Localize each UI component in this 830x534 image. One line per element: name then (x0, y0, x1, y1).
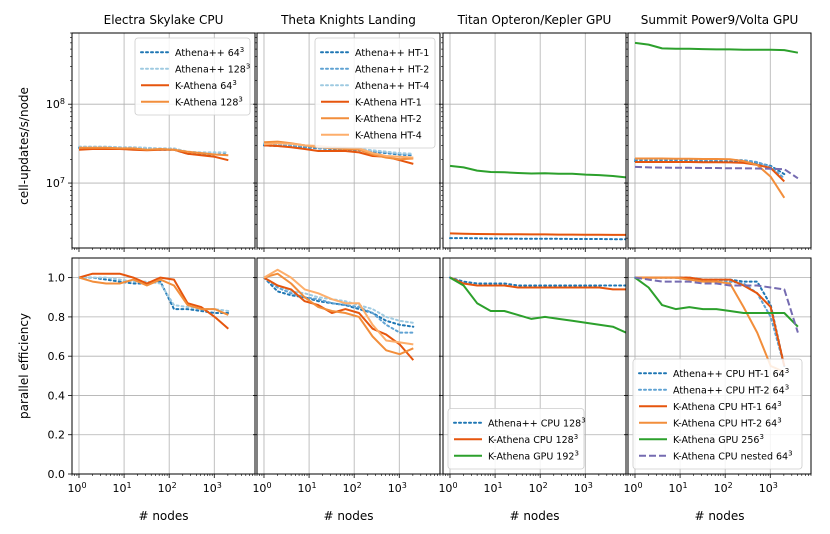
axes-summit-power9-volta-gpu-top (624, 32, 812, 252)
legend-label: K-Athena HT-1 (355, 97, 422, 108)
axes-frame (442, 257, 627, 475)
series-line-k-athena-cpu-1283 (449, 232, 626, 236)
legend-label: K-Athena CPU 1283 (488, 433, 578, 446)
axes-frame (71, 257, 256, 475)
legend-label: Athena++ CPU HT-1 643 (673, 367, 789, 380)
axes-theta-knights-landing-top: Athena++ HT-1 Athena++ HT-2 Athena++ HT-4 K… (253, 32, 441, 252)
legend: Athena++ CPU 1283 K-Athena CPU 1283 K-Athe… (447, 408, 586, 470)
series-group (634, 276, 799, 373)
legend-label: K-Athena HT-2 (355, 114, 422, 125)
series-line-athenapp-ht-4 (263, 276, 415, 324)
axes-frame (71, 32, 256, 249)
series-group (78, 145, 230, 162)
series-line-k-athena-cpu-ht-1-643 (635, 161, 786, 183)
ylabel-top: cell-updates/s/node (17, 87, 31, 205)
panel-title: Summit Power9/Volta GPU (641, 13, 799, 27)
axes-frame (627, 257, 812, 475)
legend-label: K-Athena GPU 2563 (673, 433, 764, 446)
panel-title: Titan Opteron/Kepler GPU (457, 13, 612, 27)
series-line-k-athena-cpu-nested-643 (634, 276, 799, 333)
panel-title: Theta Knights Landing (280, 13, 416, 27)
series-line-k-athena-gpu-1923 (449, 164, 626, 179)
axes-frame (256, 257, 441, 475)
legend: Athena++ HT-1 Athena++ HT-2 Athena++ HT-4 K… (314, 37, 436, 149)
legend-label: K-Athena CPU HT-1 643 (673, 400, 782, 413)
legend-label: K-Athena HT-4 (355, 130, 422, 141)
series-group (263, 268, 415, 361)
legend-label: Athena++ 1283 (175, 62, 250, 75)
series-line-k-athena-ht-4 (263, 268, 414, 346)
legend-box (632, 358, 803, 470)
legend-label: K-Athena GPU 1923 (488, 449, 579, 462)
series-line-athenapp-cpu-1283 (449, 237, 626, 241)
y-tick-label: 1.0 (48, 272, 66, 285)
axes-frame (256, 32, 441, 249)
legend-label: Athena++ 643 (175, 46, 244, 59)
series-group (78, 272, 230, 330)
panel-title: Electra Skylake CPU (104, 13, 224, 27)
legend-label: Athena++ HT-1 (355, 48, 429, 59)
series-line-k-athena-ht-2 (263, 272, 414, 356)
legend-label: K-Athena 643 (175, 79, 237, 92)
legend-box (134, 37, 251, 116)
legend: Athena++ CPU HT-1 643 Athena++ CPU HT-2 6… (632, 358, 803, 470)
y-tick-label: 0.0 (48, 468, 66, 481)
series-line-k-athena-cpu-nested-643 (634, 165, 799, 180)
series-group (634, 41, 799, 199)
x-axis-label: # nodes (138, 509, 188, 523)
x-axis-label: # nodes (694, 509, 744, 523)
legend-label: Athena++ HT-4 (355, 81, 429, 92)
legend-box (314, 37, 436, 149)
series-group (449, 276, 626, 334)
y-tick-label: 0.8 (48, 311, 66, 324)
legend-label: Athena++ CPU 1283 (488, 416, 586, 429)
legend-box (447, 408, 585, 470)
x-axis-label: # nodes (323, 509, 373, 523)
ylabel-bottom: parallel efficiency (17, 313, 31, 419)
series-line-k-athena-gpu-1923 (449, 276, 626, 334)
series-line-athenapp-ht-2 (263, 276, 415, 334)
series-line-k-athena-1283 (78, 276, 229, 316)
series-line-athenapp-cpu-1283 (449, 276, 626, 287)
series-line-k-athena-cpu-ht-2-643 (635, 157, 786, 199)
y-tick-label: 0.4 (48, 389, 66, 402)
legend-label: K-Athena CPU nested 643 (673, 449, 793, 462)
series-line-k-athena-gpu-2563 (634, 41, 799, 54)
legend-label: Athena++ CPU HT-2 643 (673, 383, 789, 396)
x-axis-label: # nodes (509, 509, 559, 523)
series-line-k-athena-gpu-2563 (634, 276, 799, 328)
series-line-k-athena-1283 (79, 146, 229, 157)
series-group (449, 164, 626, 241)
legend: Athena++ 643 Athena++ 1283 K-Athena 643 K-A… (134, 37, 251, 116)
legend-label: K-Athena CPU HT-2 643 (673, 416, 782, 429)
axes-titan-opteron-kepler-gpu-top (439, 32, 627, 252)
legend-label: K-Athena 1283 (175, 95, 243, 108)
axes-frame (442, 32, 627, 249)
series-line-k-athena-cpu-1283 (449, 276, 626, 291)
y-tick-label: 0.6 (48, 350, 66, 363)
legend-label: Athena++ HT-2 (355, 64, 429, 75)
y-tick-label: 0.2 (48, 429, 66, 442)
series-line-k-athena-cpu-ht-2-643 (635, 276, 785, 373)
axes-frame (627, 32, 812, 249)
